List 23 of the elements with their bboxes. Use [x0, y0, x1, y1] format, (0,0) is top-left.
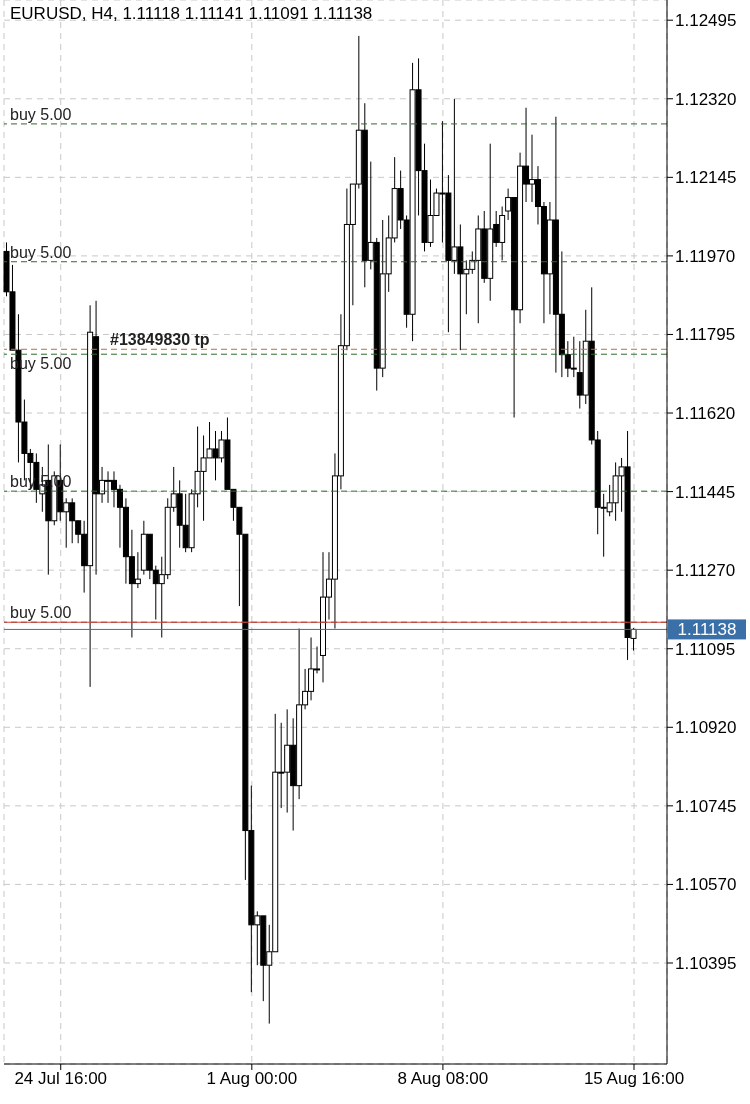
x-tick-label: 8 Aug 08:00	[397, 1069, 489, 1089]
chart-title: EURUSD, H4, 1.11118 1.11141 1.11091 1.11138	[10, 4, 373, 24]
y-tick-label: 1.11620	[675, 404, 736, 424]
y-tick-label: 1.10395	[675, 954, 737, 974]
ref-line-label: buy 5.00	[10, 105, 72, 123]
x-tick-label: 24 Jul 16:00	[14, 1069, 108, 1089]
ref-line-label: buy 5.00	[10, 243, 72, 261]
y-tick-label: 1.11970	[675, 246, 736, 266]
ref-line-label: #13849830 tp	[110, 331, 210, 349]
y-tick-label: 1.11270	[675, 561, 736, 581]
y-tick-label: 1.12320	[675, 89, 737, 109]
y-tick-label: 1.10745	[675, 796, 737, 816]
y-tick-label: 1.11095	[675, 639, 736, 659]
x-tick-label: 1 Aug 00:00	[206, 1069, 298, 1089]
y-tick-label: 1.12145	[675, 168, 737, 188]
y-tick-label: 1.10920	[675, 718, 737, 738]
y-tick-label: 1.11445	[675, 482, 736, 502]
y-tick-label: 1.11795	[675, 325, 736, 345]
ref-line-label: 1.11138	[677, 620, 737, 640]
y-tick-label: 1.10570	[675, 875, 737, 895]
y-tick-label: 1.12495	[675, 11, 737, 31]
ref-line-label: buy 5.00	[10, 604, 72, 622]
x-tick-label: 15 Aug 16:00	[583, 1069, 685, 1089]
